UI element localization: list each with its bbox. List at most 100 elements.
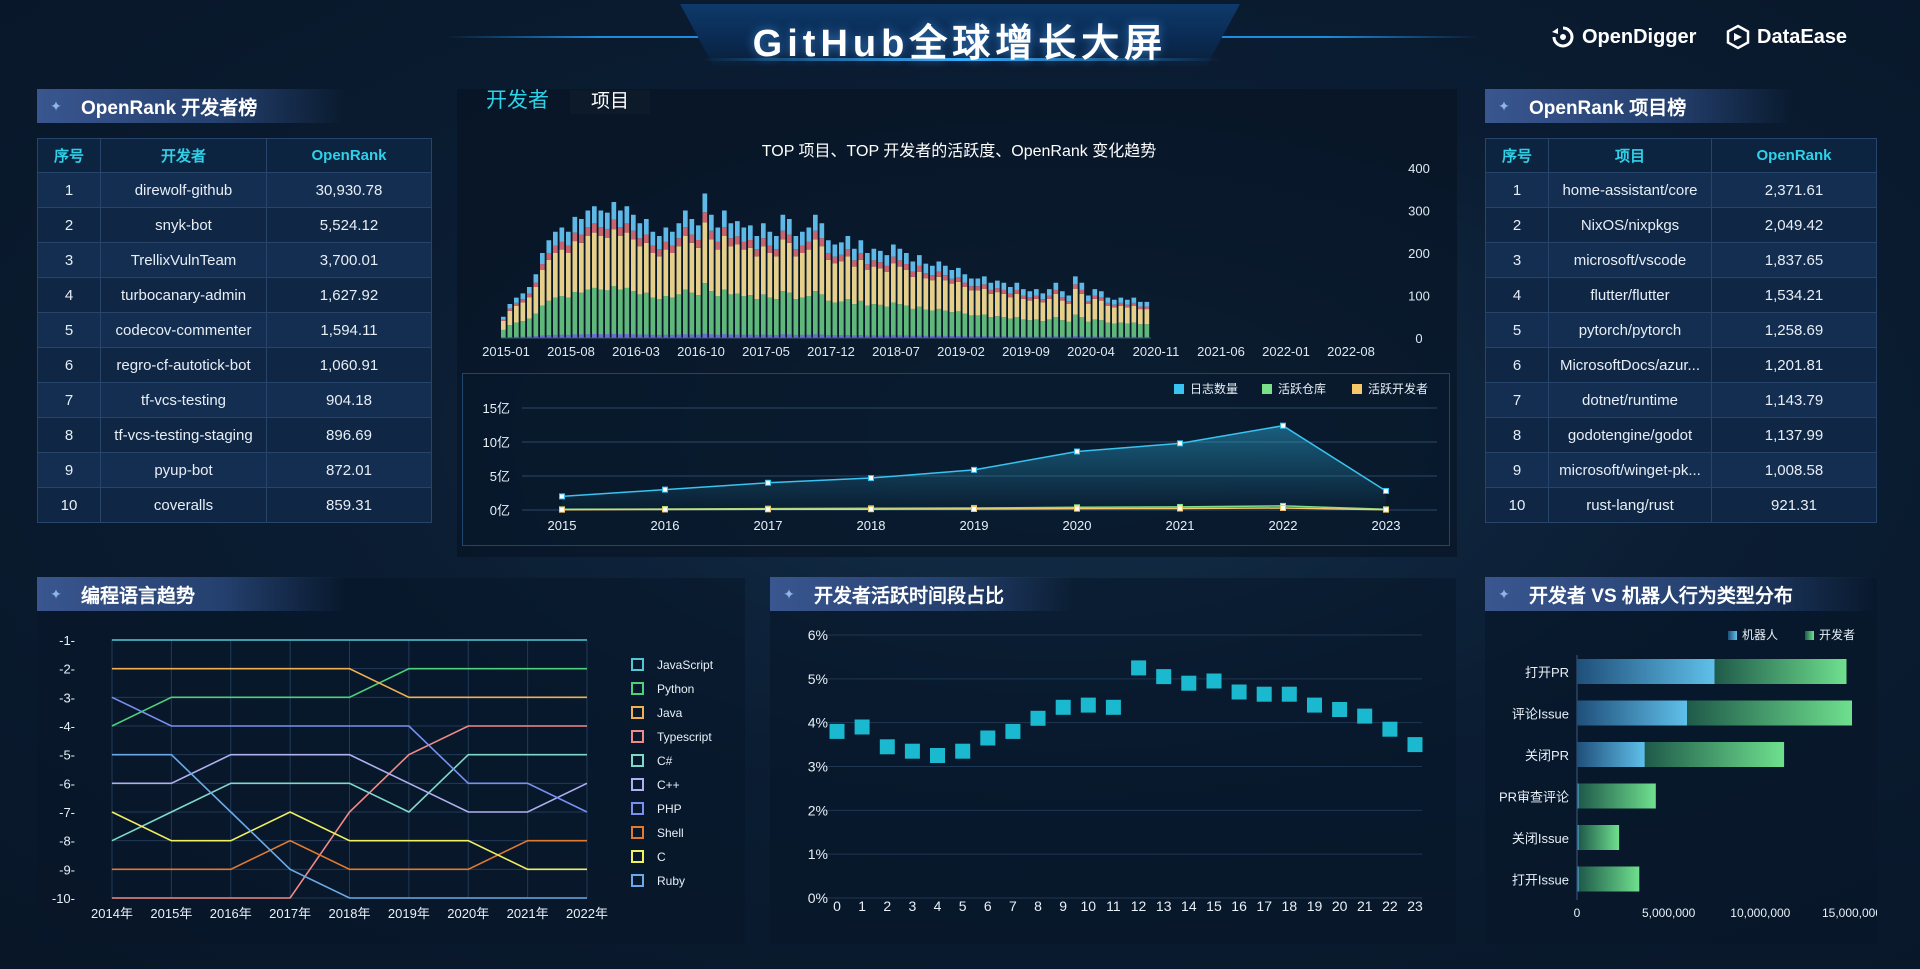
- legend-label[interactable]: Python: [657, 682, 694, 696]
- table-row[interactable]: 5 pytorch/pytorch 1,258.69: [1485, 312, 1877, 348]
- legend-label[interactable]: PHP: [657, 802, 682, 816]
- bar-segment[interactable]: [1577, 659, 1715, 684]
- scatter-point[interactable]: [1080, 697, 1096, 713]
- tab-developer[interactable]: 开发者: [486, 89, 549, 112]
- legend-label[interactable]: 日志数量: [1190, 381, 1238, 396]
- bar-segment[interactable]: [1644, 742, 1785, 767]
- scatter-point[interactable]: [930, 748, 945, 763]
- data-point[interactable]: [971, 505, 977, 512]
- data-point[interactable]: [868, 475, 874, 482]
- data-point[interactable]: [662, 506, 668, 513]
- table-row[interactable]: 1 direwolf-github 30,930.78: [37, 172, 432, 208]
- scatter-point[interactable]: [904, 743, 920, 759]
- scatter-point[interactable]: [1382, 721, 1398, 737]
- bar-segment: [605, 237, 610, 291]
- data-point[interactable]: [662, 486, 668, 493]
- bar-segment[interactable]: [1577, 866, 1579, 892]
- scatter-point[interactable]: [955, 743, 971, 759]
- scatter-point[interactable]: [1357, 708, 1373, 724]
- bar-segment[interactable]: [1577, 825, 1579, 850]
- bar-segment[interactable]: [1577, 742, 1645, 767]
- data-point[interactable]: [1280, 422, 1286, 429]
- scatter-point[interactable]: [1005, 723, 1021, 739]
- legend-label[interactable]: Shell: [657, 826, 684, 840]
- bar-segment: [592, 287, 597, 338]
- scatter-point[interactable]: [1281, 686, 1297, 702]
- table-row[interactable]: 5 codecov-commenter 1,594.11: [37, 312, 432, 348]
- table-row[interactable]: 7 tf-vcs-testing 904.18: [37, 382, 432, 418]
- table-row[interactable]: 6 MicrosoftDocs/azur... 1,201.81: [1485, 347, 1877, 383]
- legend-label[interactable]: C++: [657, 778, 680, 792]
- legend-label[interactable]: 活跃仓库: [1278, 381, 1326, 396]
- scatter-point[interactable]: [1030, 710, 1046, 726]
- bar-segment: [819, 238, 825, 247]
- legend-label[interactable]: 开发者: [1819, 627, 1855, 642]
- table-row[interactable]: 9 microsoft/winget-pk... 1,008.58: [1485, 452, 1877, 488]
- table-row[interactable]: 4 flutter/flutter 1,534.21: [1485, 277, 1877, 313]
- legend-label[interactable]: C#: [657, 754, 673, 768]
- table-row[interactable]: 4 turbocanary-admin 1,627.92: [37, 277, 432, 313]
- table-row[interactable]: 10 rust-lang/rust 921.31: [1485, 487, 1877, 523]
- data-point[interactable]: [559, 506, 565, 513]
- scatter-point[interactable]: [1256, 686, 1272, 702]
- scatter-point[interactable]: [854, 719, 870, 735]
- table-row[interactable]: 7 dotnet/runtime 1,143.79: [1485, 382, 1877, 418]
- scatter-point[interactable]: [1181, 675, 1197, 691]
- bar-segment: [1086, 321, 1091, 338]
- legend-label[interactable]: Ruby: [657, 874, 685, 888]
- data-point[interactable]: [1074, 448, 1080, 455]
- table-row[interactable]: 2 NixOS/nixpkgs 2,049.42: [1485, 207, 1877, 243]
- table-row[interactable]: 8 godotengine/godot 1,137.99: [1485, 417, 1877, 453]
- legend-label[interactable]: C: [657, 850, 666, 864]
- data-point[interactable]: [1383, 487, 1389, 494]
- bar-segment: [806, 227, 812, 242]
- data-point[interactable]: [765, 479, 771, 486]
- legend-label[interactable]: Java: [657, 706, 683, 720]
- table-row[interactable]: 6 regro-cf-autotick-bot 1,060.91: [37, 347, 432, 383]
- scatter-point[interactable]: [1105, 699, 1121, 715]
- bar-segment[interactable]: [1578, 866, 1640, 892]
- legend-label[interactable]: 机器人: [1742, 628, 1778, 642]
- scatter-point[interactable]: [1055, 699, 1071, 715]
- scatter-point[interactable]: [1307, 697, 1322, 713]
- data-point[interactable]: [1177, 505, 1183, 512]
- data-point[interactable]: [1177, 440, 1183, 447]
- bar-segment[interactable]: [1714, 659, 1847, 684]
- legend-label[interactable]: JavaScript: [657, 658, 714, 672]
- data-point[interactable]: [1074, 505, 1080, 512]
- tab-project[interactable]: 项目: [570, 90, 650, 114]
- x-tick-label: 2023: [1372, 518, 1401, 533]
- opendigger-logo[interactable]: OpenDigger: [1550, 24, 1696, 50]
- data-point[interactable]: [868, 506, 874, 513]
- scatter-point[interactable]: [1231, 684, 1247, 700]
- table-row[interactable]: 8 tf-vcs-testing-staging 896.69: [37, 417, 432, 453]
- data-point[interactable]: [765, 506, 771, 513]
- scatter-point[interactable]: [829, 723, 845, 739]
- table-row[interactable]: 10 coveralls 859.31: [37, 487, 432, 523]
- data-point[interactable]: [1383, 506, 1389, 513]
- table-row[interactable]: 2 snyk-bot 5,524.12: [37, 207, 432, 243]
- scatter-point[interactable]: [1332, 702, 1348, 717]
- bar-segment[interactable]: [1577, 700, 1687, 726]
- table-row[interactable]: 3 TrellixVulnTeam 3,700.01: [37, 242, 432, 278]
- scatter-point[interactable]: [980, 730, 996, 746]
- data-point[interactable]: [1280, 504, 1286, 511]
- scatter-point[interactable]: [1407, 737, 1423, 753]
- scatter-point[interactable]: [1156, 669, 1172, 685]
- bar-segment[interactable]: [1578, 825, 1620, 850]
- dataease-logo[interactable]: DataEase: [1725, 24, 1847, 50]
- data-point[interactable]: [559, 493, 565, 500]
- scatter-point[interactable]: [879, 739, 895, 755]
- scatter-point[interactable]: [1131, 660, 1147, 676]
- bar-segment: [650, 231, 656, 246]
- bar-segment[interactable]: [1577, 783, 1579, 809]
- scatter-point[interactable]: [1206, 673, 1222, 689]
- legend-label[interactable]: Typescript: [657, 730, 712, 744]
- bar-segment[interactable]: [1687, 700, 1852, 726]
- legend-label[interactable]: 活跃开发者: [1368, 381, 1428, 396]
- data-point[interactable]: [971, 466, 977, 473]
- bar-segment[interactable]: [1578, 783, 1656, 809]
- table-row[interactable]: 3 microsoft/vscode 1,837.65: [1485, 242, 1877, 278]
- table-row[interactable]: 1 home-assistant/core 2,371.61: [1485, 172, 1877, 208]
- table-row[interactable]: 9 pyup-bot 872.01: [37, 452, 432, 488]
